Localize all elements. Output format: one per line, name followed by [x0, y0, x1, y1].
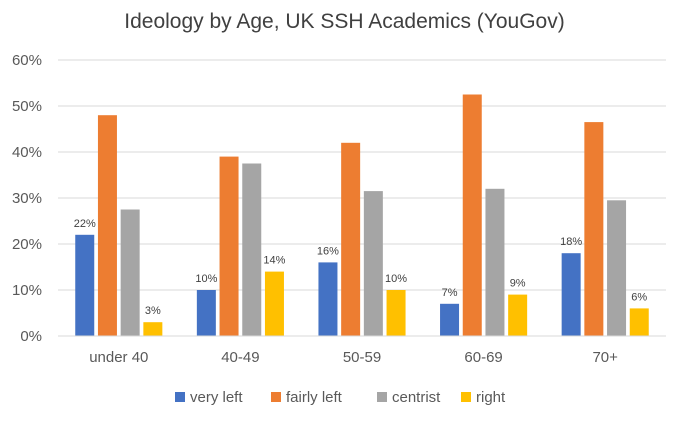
- legend-label: very left: [190, 389, 243, 406]
- bar-right-4: [629, 308, 649, 336]
- y-tick-label: 20%: [12, 236, 42, 253]
- x-tick-label: 50-59: [343, 349, 381, 366]
- data-label: 18%: [560, 236, 582, 248]
- x-tick-label: 60-69: [464, 349, 502, 366]
- bar-fairly-left-4: [584, 122, 604, 336]
- data-label: 10%: [195, 273, 217, 285]
- bar-fairly-left-1: [219, 156, 239, 336]
- legend-swatch: [377, 392, 387, 402]
- bar-centrist-0: [120, 209, 140, 336]
- bar-very-left-0: [75, 234, 95, 336]
- bar-fairly-left-0: [97, 115, 117, 336]
- y-tick-label: 30%: [12, 190, 42, 207]
- y-tick-label: 40%: [12, 144, 42, 161]
- y-tick-label: 0%: [20, 328, 42, 345]
- bar-centrist-1: [242, 163, 262, 336]
- data-label: 7%: [442, 287, 458, 299]
- bar-fairly-left-2: [341, 142, 361, 336]
- legend-item-centrist: centrist: [377, 389, 441, 406]
- legend-item-right: right: [461, 389, 506, 406]
- data-label: 10%: [385, 273, 407, 285]
- data-label: 6%: [631, 291, 647, 303]
- legend-item-fairly-left: fairly left: [271, 389, 343, 406]
- bar-right-0: [143, 322, 163, 336]
- bar-very-left-1: [196, 290, 216, 336]
- legend-item-very-left: very left: [175, 389, 243, 406]
- y-tick-label: 50%: [12, 98, 42, 115]
- bar-very-left-3: [440, 303, 460, 336]
- bar-right-2: [386, 290, 406, 336]
- data-label: 14%: [263, 255, 285, 267]
- bar-right-3: [508, 294, 528, 336]
- legend-swatch: [271, 392, 281, 402]
- legend-label: right: [476, 389, 506, 406]
- x-tick-label: under 40: [89, 349, 148, 366]
- bar-very-left-4: [561, 253, 581, 336]
- data-label: 22%: [74, 218, 96, 230]
- data-label: 3%: [145, 305, 161, 317]
- legend-swatch: [461, 392, 471, 402]
- y-tick-label: 10%: [12, 282, 42, 299]
- bar-centrist-3: [485, 188, 505, 336]
- x-tick-label: 40-49: [221, 349, 259, 366]
- data-label: 16%: [317, 245, 339, 257]
- bar-centrist-4: [607, 200, 627, 336]
- legend-swatch: [175, 392, 185, 402]
- bar-very-left-2: [318, 262, 338, 336]
- legend-label: fairly left: [286, 389, 343, 406]
- bar-right-1: [264, 271, 284, 336]
- data-label: 9%: [510, 278, 526, 290]
- bar-centrist-2: [363, 191, 383, 336]
- chart-title: Ideology by Age, UK SSH Academics (YouGo…: [124, 10, 565, 33]
- legend-label: centrist: [392, 389, 441, 406]
- bar-fairly-left-3: [462, 94, 482, 336]
- y-tick-label: 60%: [12, 52, 42, 69]
- x-tick-label: 70+: [592, 349, 618, 366]
